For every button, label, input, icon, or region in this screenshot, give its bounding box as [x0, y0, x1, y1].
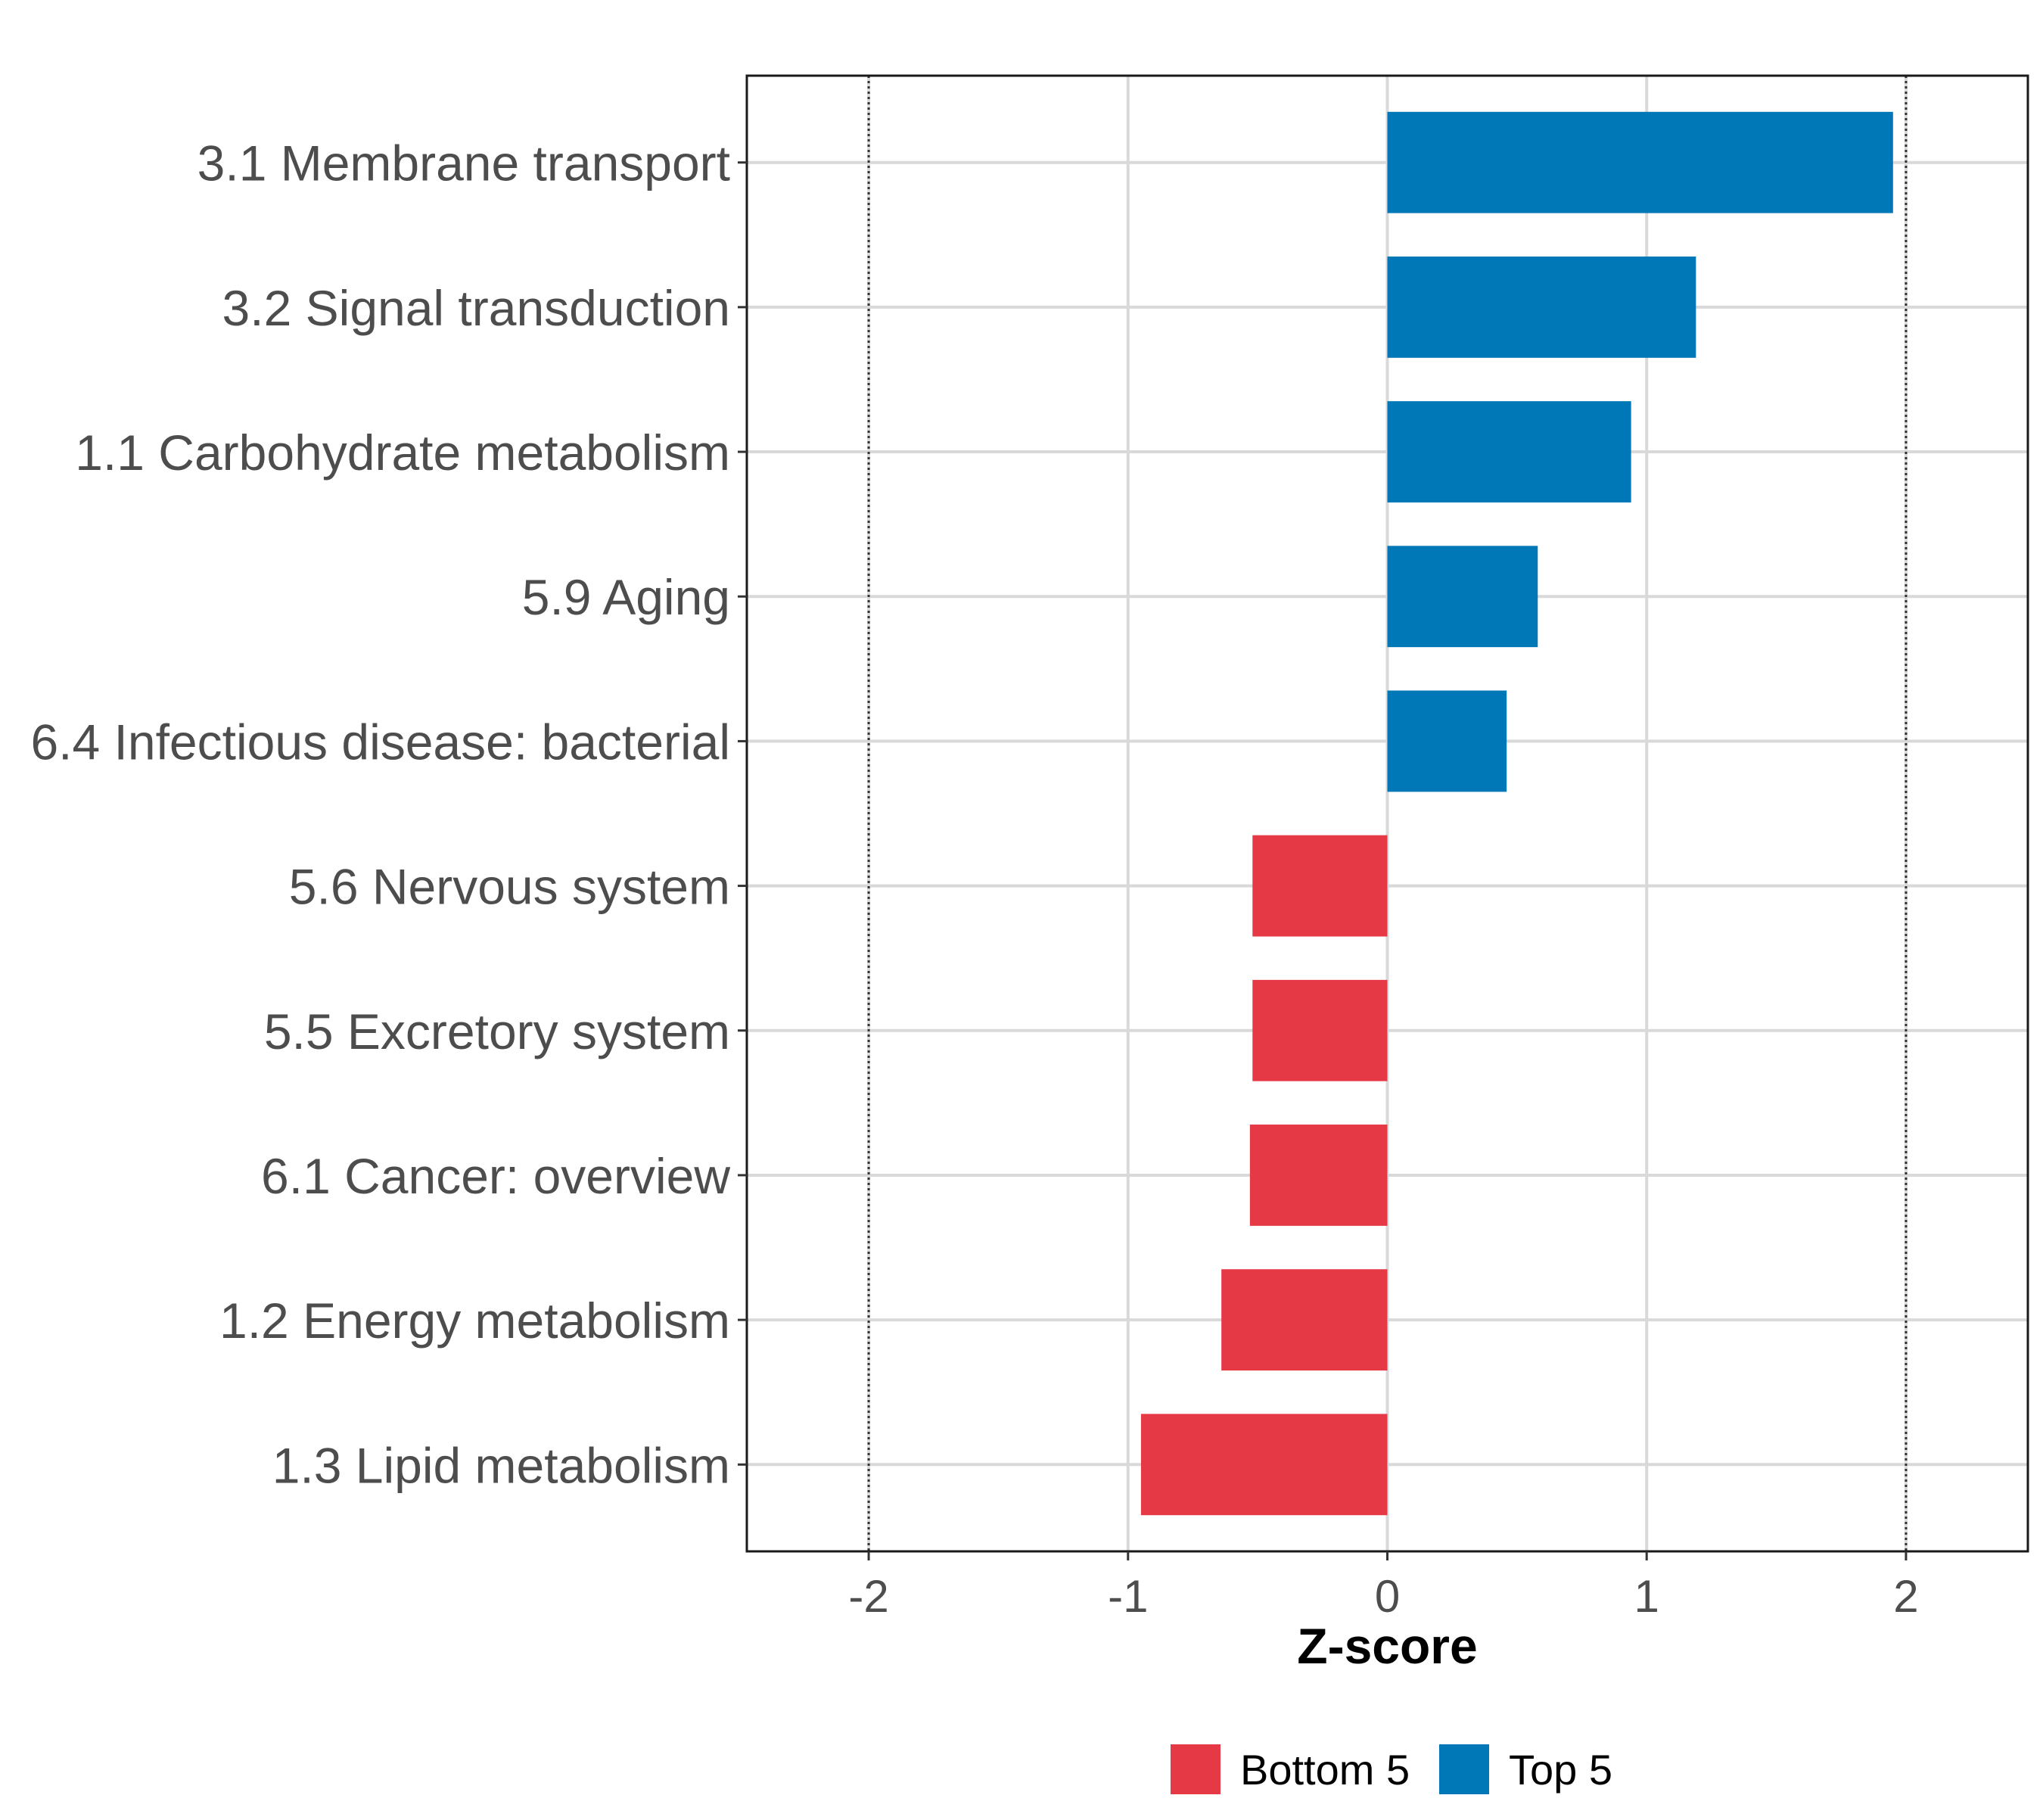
y-tick-label-4: 6.4 Infectious disease: bacterial: [30, 714, 730, 770]
y-tick-label-0: 3.1 Membrane transport: [197, 135, 730, 191]
bar-5: [1387, 690, 1507, 792]
legend-label-1: Top 5: [1509, 1746, 1612, 1794]
legend: Bottom 5 Top 5: [1171, 1744, 1612, 1794]
bar-10: [1140, 1414, 1388, 1516]
y-tick-label-9: 1.3 Lipid metabolism: [272, 1437, 730, 1493]
reference-lines: [867, 76, 1908, 1551]
legend-key-1: [1439, 1744, 1489, 1794]
bar-9: [1221, 1269, 1388, 1371]
x-tick-label-2: 0: [1375, 1571, 1400, 1622]
legend-label-0: Bottom 5: [1240, 1746, 1410, 1794]
bar-1: [1387, 111, 1893, 213]
x-tick-label-4: 2: [1893, 1571, 1918, 1622]
y-tick-label-1: 3.2 Signal transduction: [222, 280, 730, 336]
bar-4: [1387, 546, 1538, 648]
bar-6: [1252, 835, 1388, 937]
bar-3: [1387, 401, 1631, 502]
y-tick-label-7: 6.1 Cancer: overview: [261, 1148, 730, 1204]
bar-7: [1252, 979, 1388, 1081]
bars: [1140, 111, 1893, 1516]
x-tick-label-1: -1: [1108, 1571, 1148, 1622]
y-tick-label-8: 1.2 Energy metabolism: [219, 1293, 730, 1349]
x-tick-label-3: 1: [1634, 1571, 1659, 1622]
y-tick-label-2: 1.1 Carbohydrate metabolism: [75, 425, 730, 481]
x-axis-title: Z-score: [1297, 1618, 1477, 1674]
x-tick-label-0: -2: [848, 1571, 888, 1622]
bar-8: [1249, 1125, 1388, 1226]
y-tick-label-5: 5.6 Nervous system: [289, 859, 730, 915]
legend-key-0: [1171, 1744, 1221, 1794]
y-tick-label-6: 5.5 Excretory system: [264, 1003, 730, 1059]
x-axis: -2 -1 0 1 2: [848, 1551, 1919, 1622]
bar-2: [1387, 256, 1696, 358]
y-axis: 3.1 Membrane transport 3.2 Signal transdu…: [30, 135, 747, 1493]
y-tick-label-3: 5.9 Aging: [522, 569, 730, 625]
